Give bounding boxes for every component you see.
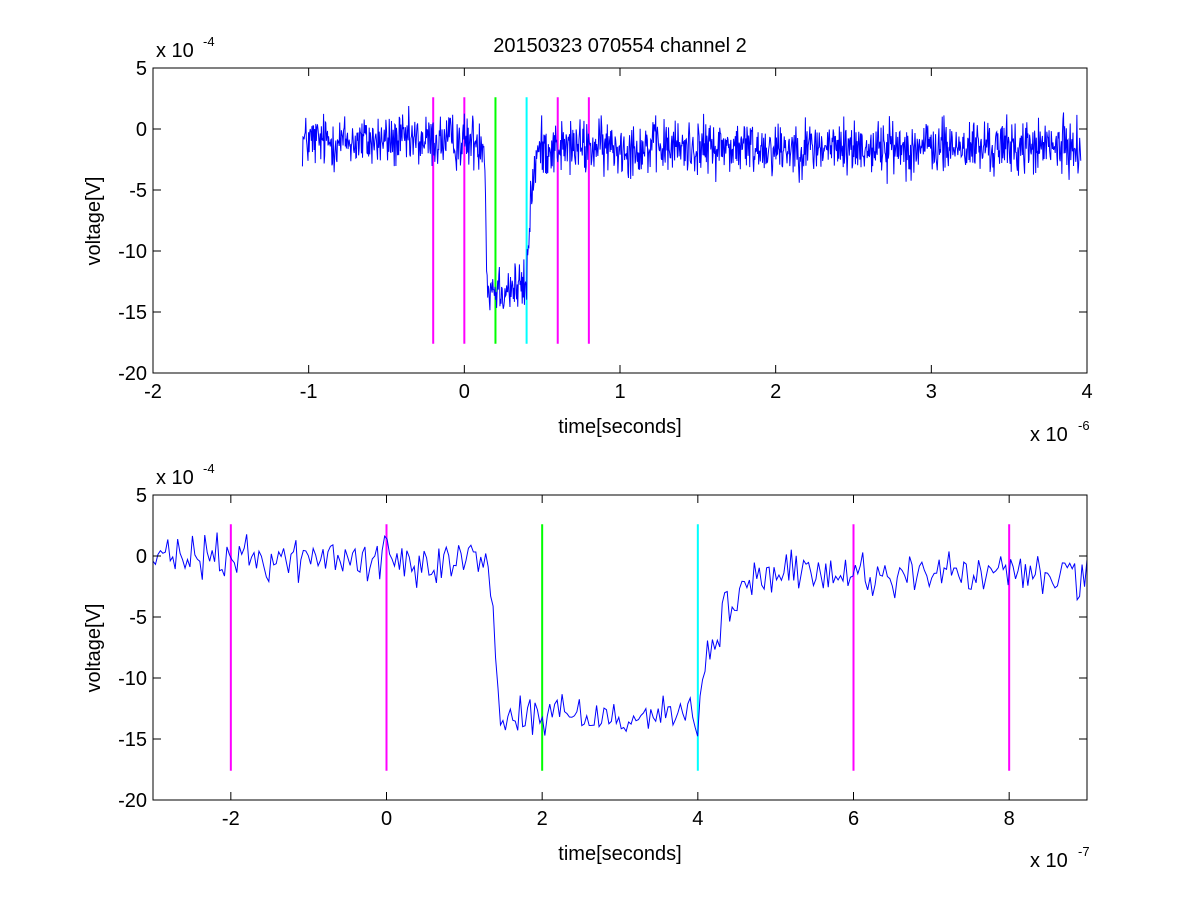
top-y-tick-label: -15 <box>118 302 147 324</box>
top-x-ticks: -2 -1 0 1 2 3 4 <box>144 68 1093 403</box>
bottom-x-tick-label: 8 <box>1004 808 1015 830</box>
top-x-multiplier-exp: -6 <box>1078 418 1090 433</box>
chart-title: 20150323 070554 channel 2 <box>493 35 747 57</box>
bottom-x-multiplier: x 10 -7 <box>1030 844 1090 872</box>
top-x-tick-label: -1 <box>300 381 318 403</box>
top-x-tick-label: 0 <box>459 381 470 403</box>
top-y-tick-label: -20 <box>118 363 147 385</box>
top-y-axis-label: voltage[V] <box>83 177 105 266</box>
bottom-x-tick-label: 0 <box>381 808 392 830</box>
top-y-tick-label: -10 <box>118 241 147 263</box>
bottom-y-tick-label: -10 <box>118 668 147 690</box>
top-x-tick-label: 3 <box>926 381 937 403</box>
top-axes-frame <box>152 67 1088 374</box>
bottom-x-multiplier-exp: -7 <box>1078 844 1090 859</box>
bottom-signal-line <box>152 532 1088 737</box>
bottom-y-multiplier: x 10 -4 <box>156 461 215 489</box>
bottom-x-tick-label: -2 <box>222 808 240 830</box>
bottom-x-axis-label: time[seconds] <box>558 843 681 865</box>
bottom-x-multiplier-base: x 10 <box>1030 850 1068 872</box>
bottom-y-tick-label: 5 <box>136 485 147 507</box>
top-y-multiplier: x 10 -4 <box>156 34 215 62</box>
top-axes: 20150323 070554 channel 2 -2 -1 0 1 2 3 4 -20-… <box>83 34 1093 446</box>
bottom-marker-lines <box>229 524 1011 771</box>
top-x-tick-label: 1 <box>614 381 625 403</box>
top-signal-line <box>301 106 1082 311</box>
bottom-x-tick-label: 6 <box>848 808 859 830</box>
bottom-x-tick-label: 4 <box>692 808 703 830</box>
top-x-tick-label: -2 <box>144 381 162 403</box>
top-y-tick-label: 5 <box>136 58 147 80</box>
bottom-y-tick-label: -20 <box>118 790 147 812</box>
top-x-tick-label: 2 <box>770 381 781 403</box>
top-x-axis-label: time[seconds] <box>558 416 681 438</box>
top-y-tick-label: 0 <box>136 119 147 141</box>
bottom-x-tick-label: 2 <box>537 808 548 830</box>
bottom-y-tick-label: 0 <box>136 546 147 568</box>
top-y-multiplier-exp: -4 <box>203 34 215 49</box>
top-signal-trace <box>301 106 1082 311</box>
bottom-y-multiplier-base: x 10 <box>156 467 194 489</box>
bottom-signal-trace <box>152 532 1088 737</box>
bottom-axes-frame <box>152 494 1088 801</box>
bottom-y-tick-label: -5 <box>129 607 147 629</box>
bottom-x-ticks: -2 0 2 4 6 8 <box>222 495 1015 830</box>
bottom-axes: -2 0 2 4 6 8 -20-15-10-505 time[seconds] volt… <box>83 461 1090 872</box>
bottom-y-axis-label: voltage[V] <box>83 604 105 693</box>
bottom-y-tick-label: -15 <box>118 729 147 751</box>
top-x-multiplier: x 10 -6 <box>1030 418 1090 446</box>
bottom-y-multiplier-exp: -4 <box>203 461 215 476</box>
top-x-tick-label: 4 <box>1081 381 1092 403</box>
bottom-y-ticks: -20 -15 -10 -5 0 5 <box>118 485 1087 812</box>
top-y-ticks: -20 -15 -10 -5 0 5 <box>118 58 1087 385</box>
top-y-multiplier-base: x 10 <box>156 40 194 62</box>
top-x-multiplier-base: x 10 <box>1030 424 1068 446</box>
top-y-tick-label: -5 <box>129 180 147 202</box>
